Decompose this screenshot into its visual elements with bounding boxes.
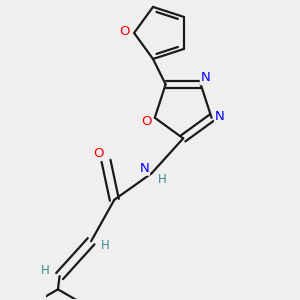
Text: N: N [215,110,225,123]
Text: N: N [139,162,149,175]
Text: H: H [158,172,167,185]
Text: O: O [119,25,129,38]
Text: H: H [101,239,110,252]
Text: H: H [41,264,50,277]
Text: O: O [141,116,152,128]
Text: N: N [201,71,211,84]
Text: O: O [93,147,104,160]
